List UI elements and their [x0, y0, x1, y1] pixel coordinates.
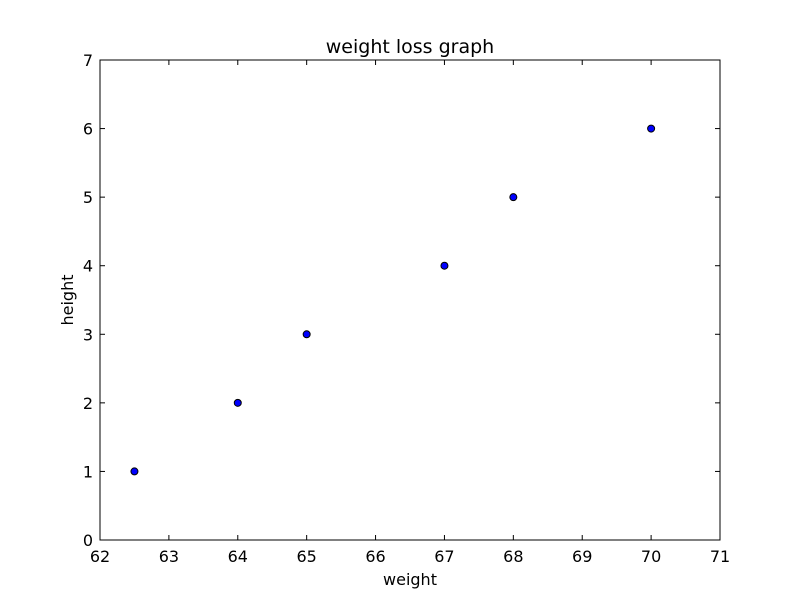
y-tick-label: 5 [83, 188, 93, 207]
x-tick-label: 65 [296, 547, 316, 566]
x-tick-label: 69 [572, 547, 592, 566]
data-point [302, 330, 311, 339]
y-axis-ticks: 0 1 2 3 4 5 6 7 [83, 51, 720, 550]
data-point [647, 124, 656, 133]
y-axis-label: height [58, 275, 77, 326]
y-tick-label: 7 [83, 51, 93, 70]
data-points [130, 124, 656, 476]
x-axis-label: weight [383, 570, 437, 589]
x-axis-ticks: 62 63 64 65 66 67 68 69 70 71 [90, 60, 730, 566]
data-point [233, 398, 242, 407]
x-tick-label: 62 [90, 547, 110, 566]
x-tick-label: 71 [710, 547, 730, 566]
data-point [130, 467, 139, 476]
x-tick-label: 67 [434, 547, 454, 566]
chart-title: weight loss graph [326, 36, 494, 58]
x-tick-label: 63 [159, 547, 179, 566]
data-point [509, 193, 518, 202]
x-tick-label: 66 [365, 547, 385, 566]
y-tick-label: 2 [83, 394, 93, 413]
y-tick-label: 6 [83, 120, 93, 139]
y-tick-label: 1 [83, 462, 93, 481]
y-tick-label: 0 [83, 531, 93, 550]
plot-area-frame [99, 59, 721, 541]
x-tick-label: 68 [503, 547, 523, 566]
y-tick-label: 3 [83, 325, 93, 344]
x-tick-label: 64 [228, 547, 248, 566]
data-point [440, 261, 449, 270]
x-tick-label: 70 [641, 547, 661, 566]
y-tick-label: 4 [83, 257, 93, 276]
